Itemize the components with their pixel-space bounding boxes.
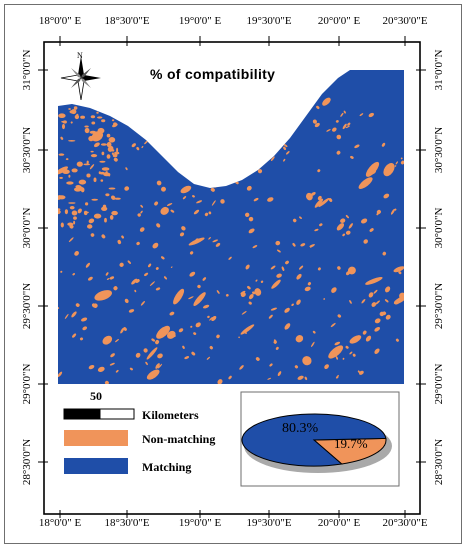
graticule-ticks <box>38 36 426 518</box>
scale-bar: 50 Kilometers <box>63 389 199 422</box>
top-tick-label: 19°30'0"E <box>246 15 291 27</box>
map-title: % of compatibility <box>150 66 275 82</box>
left-latitude-labels: 31°0'0"N 30°30'0"N 30°0'0"N 29°30'0"N 29… <box>21 50 33 486</box>
scale-number: 50 <box>90 389 102 403</box>
pie-slice-non-matching <box>312 437 387 465</box>
scale-unit: Kilometers <box>142 408 199 422</box>
top-longitude-labels: 18°0'0" E 18°30'0"E 19°0'0" E 19°30'0"E … <box>39 15 428 27</box>
bottom-tick-label: 18°30'0"E <box>104 517 149 529</box>
right-tick-label: 29°0'0"N <box>433 364 445 405</box>
pie-slice-matching <box>241 413 387 467</box>
pie-label-non-matching: 19.7% <box>334 436 368 451</box>
north-label: N <box>77 51 83 60</box>
left-tick-label: 29°0'0"N <box>21 364 33 405</box>
right-tick-label: 30°30'0"N <box>433 127 445 173</box>
right-tick-label: 28°30'0"N <box>433 439 445 485</box>
top-tick-label: 20°30'0"E <box>382 15 427 27</box>
left-tick-label: 31°0'0"N <box>21 50 33 91</box>
legend-label-non-matching: Non-matching <box>142 432 215 446</box>
right-tick-label: 31°0'0"N <box>433 50 445 91</box>
left-tick-label: 29°30'0"N <box>21 283 33 329</box>
left-tick-label: 30°0'0"N <box>21 208 33 249</box>
non-matching-swatch <box>64 430 128 446</box>
compatibility-raster <box>58 70 404 384</box>
matching-swatch <box>64 458 128 474</box>
legend: Non-matching Matching <box>64 430 215 474</box>
right-tick-label: 30°0'0"N <box>433 208 445 249</box>
pie-chart <box>241 413 387 467</box>
right-latitude-labels: 31°0'0"N 30°30'0"N 30°0'0"N 29°30'0"N 29… <box>433 50 445 486</box>
north-arrow-icon <box>60 56 101 101</box>
pie-label-matching: 80.3% <box>282 421 319 436</box>
bottom-tick-label: 18°0'0" E <box>39 517 82 529</box>
map-frame <box>4 4 462 544</box>
right-tick-label: 29°30'0"N <box>433 283 445 329</box>
top-tick-label: 19°0'0" E <box>179 15 222 27</box>
left-tick-label: 30°30'0"N <box>21 127 33 173</box>
neatline <box>43 41 421 515</box>
top-tick-label: 20°0'0" E <box>318 15 361 27</box>
bottom-longitude-labels: 18°0'0" E 18°30'0"E 19°0'0" E 19°30'0"E … <box>39 517 428 529</box>
bottom-tick-label: 19°30'0"E <box>246 517 291 529</box>
legend-label-matching: Matching <box>142 460 191 474</box>
top-tick-label: 18°30'0"E <box>104 15 149 27</box>
bottom-tick-label: 20°0'0" E <box>318 517 361 529</box>
bottom-tick-label: 19°0'0" E <box>179 517 222 529</box>
pie-inset: 80.3% 19.7% <box>240 391 400 487</box>
left-tick-label: 28°30'0"N <box>21 439 33 485</box>
top-tick-label: 18°0'0" E <box>39 15 82 27</box>
bottom-tick-label: 20°30'0"E <box>382 517 427 529</box>
